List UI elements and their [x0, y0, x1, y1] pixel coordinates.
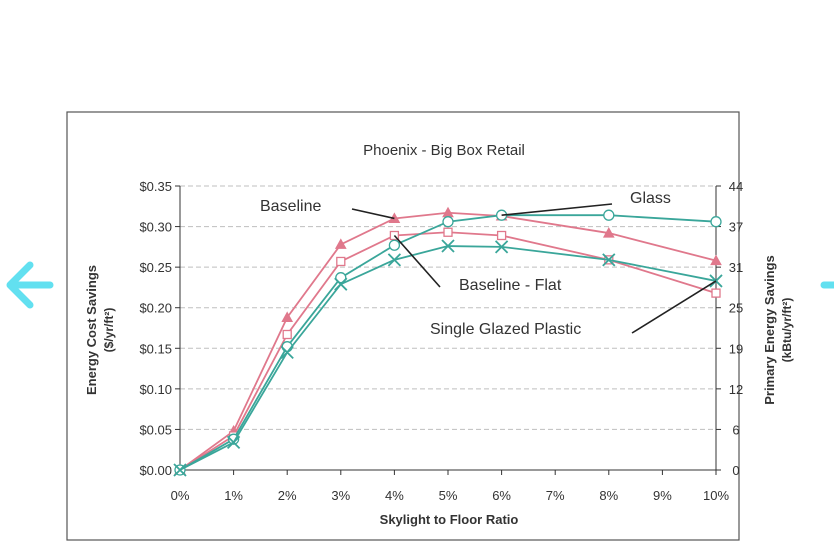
y-tick-label: $0.10	[139, 382, 172, 397]
y-axis-unit: ($/yr/ft²)	[102, 308, 116, 353]
arrow-right-icon[interactable]	[812, 255, 834, 315]
data-point-x	[441, 239, 455, 253]
y2-tick-label: 12	[729, 382, 743, 397]
chart-title: Phoenix - Big Box Retail	[363, 142, 525, 159]
data-point-x	[709, 274, 723, 288]
x-tick-label: 6%	[492, 488, 511, 503]
x-tick-label: 9%	[653, 488, 672, 503]
annotation-leader-line	[393, 234, 441, 288]
data-point-circle	[335, 272, 347, 284]
data-point-x	[334, 277, 348, 291]
annotation-label: Glass	[630, 190, 671, 207]
annotation-leader-line	[501, 203, 613, 217]
y-tick-label: $0.25	[139, 260, 172, 275]
data-point-square	[443, 227, 453, 237]
x-tick-label: 2%	[278, 488, 297, 503]
y2-tick-label: 31	[729, 260, 743, 275]
y2-tick-label: 6	[732, 422, 739, 437]
data-point-square	[282, 329, 292, 340]
y-tick-label: $0.20	[139, 301, 172, 316]
y-axis-label: Energy Cost Savings	[84, 265, 99, 395]
annotation-label: Baseline	[260, 198, 321, 215]
y-tick-label: $0.30	[139, 220, 172, 235]
data-point-x	[280, 345, 294, 359]
x-tick-label: 1%	[224, 488, 243, 503]
data-point-square	[496, 230, 507, 241]
y2-tick-label: 19	[729, 341, 743, 356]
x-tick-label: 5%	[439, 488, 458, 503]
y2-tick-label: 0	[732, 463, 739, 478]
y-tick-label: $0.00	[139, 463, 172, 478]
data-point-circle	[603, 209, 615, 221]
annotations: Baseline Glass Baseline - Flat Single Glaze…	[260, 190, 717, 338]
x-tick-label: 7%	[546, 488, 565, 503]
x-tick-label: 10%	[703, 488, 729, 503]
data-point-square	[711, 288, 721, 298]
data-point-x	[602, 253, 616, 267]
y2-tick-label: 44	[729, 179, 743, 194]
data-point-x	[226, 435, 241, 450]
data-point-circle	[442, 216, 454, 228]
data-point-x	[387, 253, 402, 267]
grid-lines	[180, 185, 716, 430]
axes: $0.00 $0.05 $0.10 $0.15 $0.20 $0.25 $0.30 $0.35…	[139, 179, 743, 503]
y2-axis-unit: (kBtu/yr/ft²)	[780, 298, 794, 363]
data-point-triangle	[710, 254, 722, 266]
data-point-circle	[388, 239, 401, 251]
x-tick-label: 8%	[599, 488, 618, 503]
data-point-triangle	[281, 311, 294, 322]
data-point-square	[336, 256, 346, 267]
y-tick-label: $0.05	[139, 422, 172, 437]
data-point-triangle	[602, 227, 615, 238]
x-tick-label: 4%	[385, 488, 404, 503]
data-point-triangle	[334, 238, 347, 249]
data-point-circle	[710, 216, 722, 228]
annotation-leader-line	[351, 208, 395, 220]
x-axis-label: Skylight to Floor Ratio	[380, 512, 519, 527]
y2-axis-label: Primary Energy Savings	[762, 255, 777, 405]
y2-tick-label: 37	[729, 220, 743, 235]
y-tick-label: $0.15	[139, 341, 172, 356]
annotation-label: Single Glazed Plastic	[430, 321, 581, 338]
data-point-x	[494, 240, 509, 254]
y-tick-label: $0.35	[139, 179, 172, 194]
data-point-x	[173, 463, 187, 477]
y2-tick-label: 25	[729, 301, 743, 316]
annotation-label: Baseline - Flat	[459, 277, 562, 294]
x-tick-label: 3%	[331, 488, 350, 503]
x-tick-label: 0%	[171, 488, 190, 503]
annotation-leader-line	[631, 280, 717, 334]
arrow-left-icon[interactable]	[2, 255, 62, 315]
